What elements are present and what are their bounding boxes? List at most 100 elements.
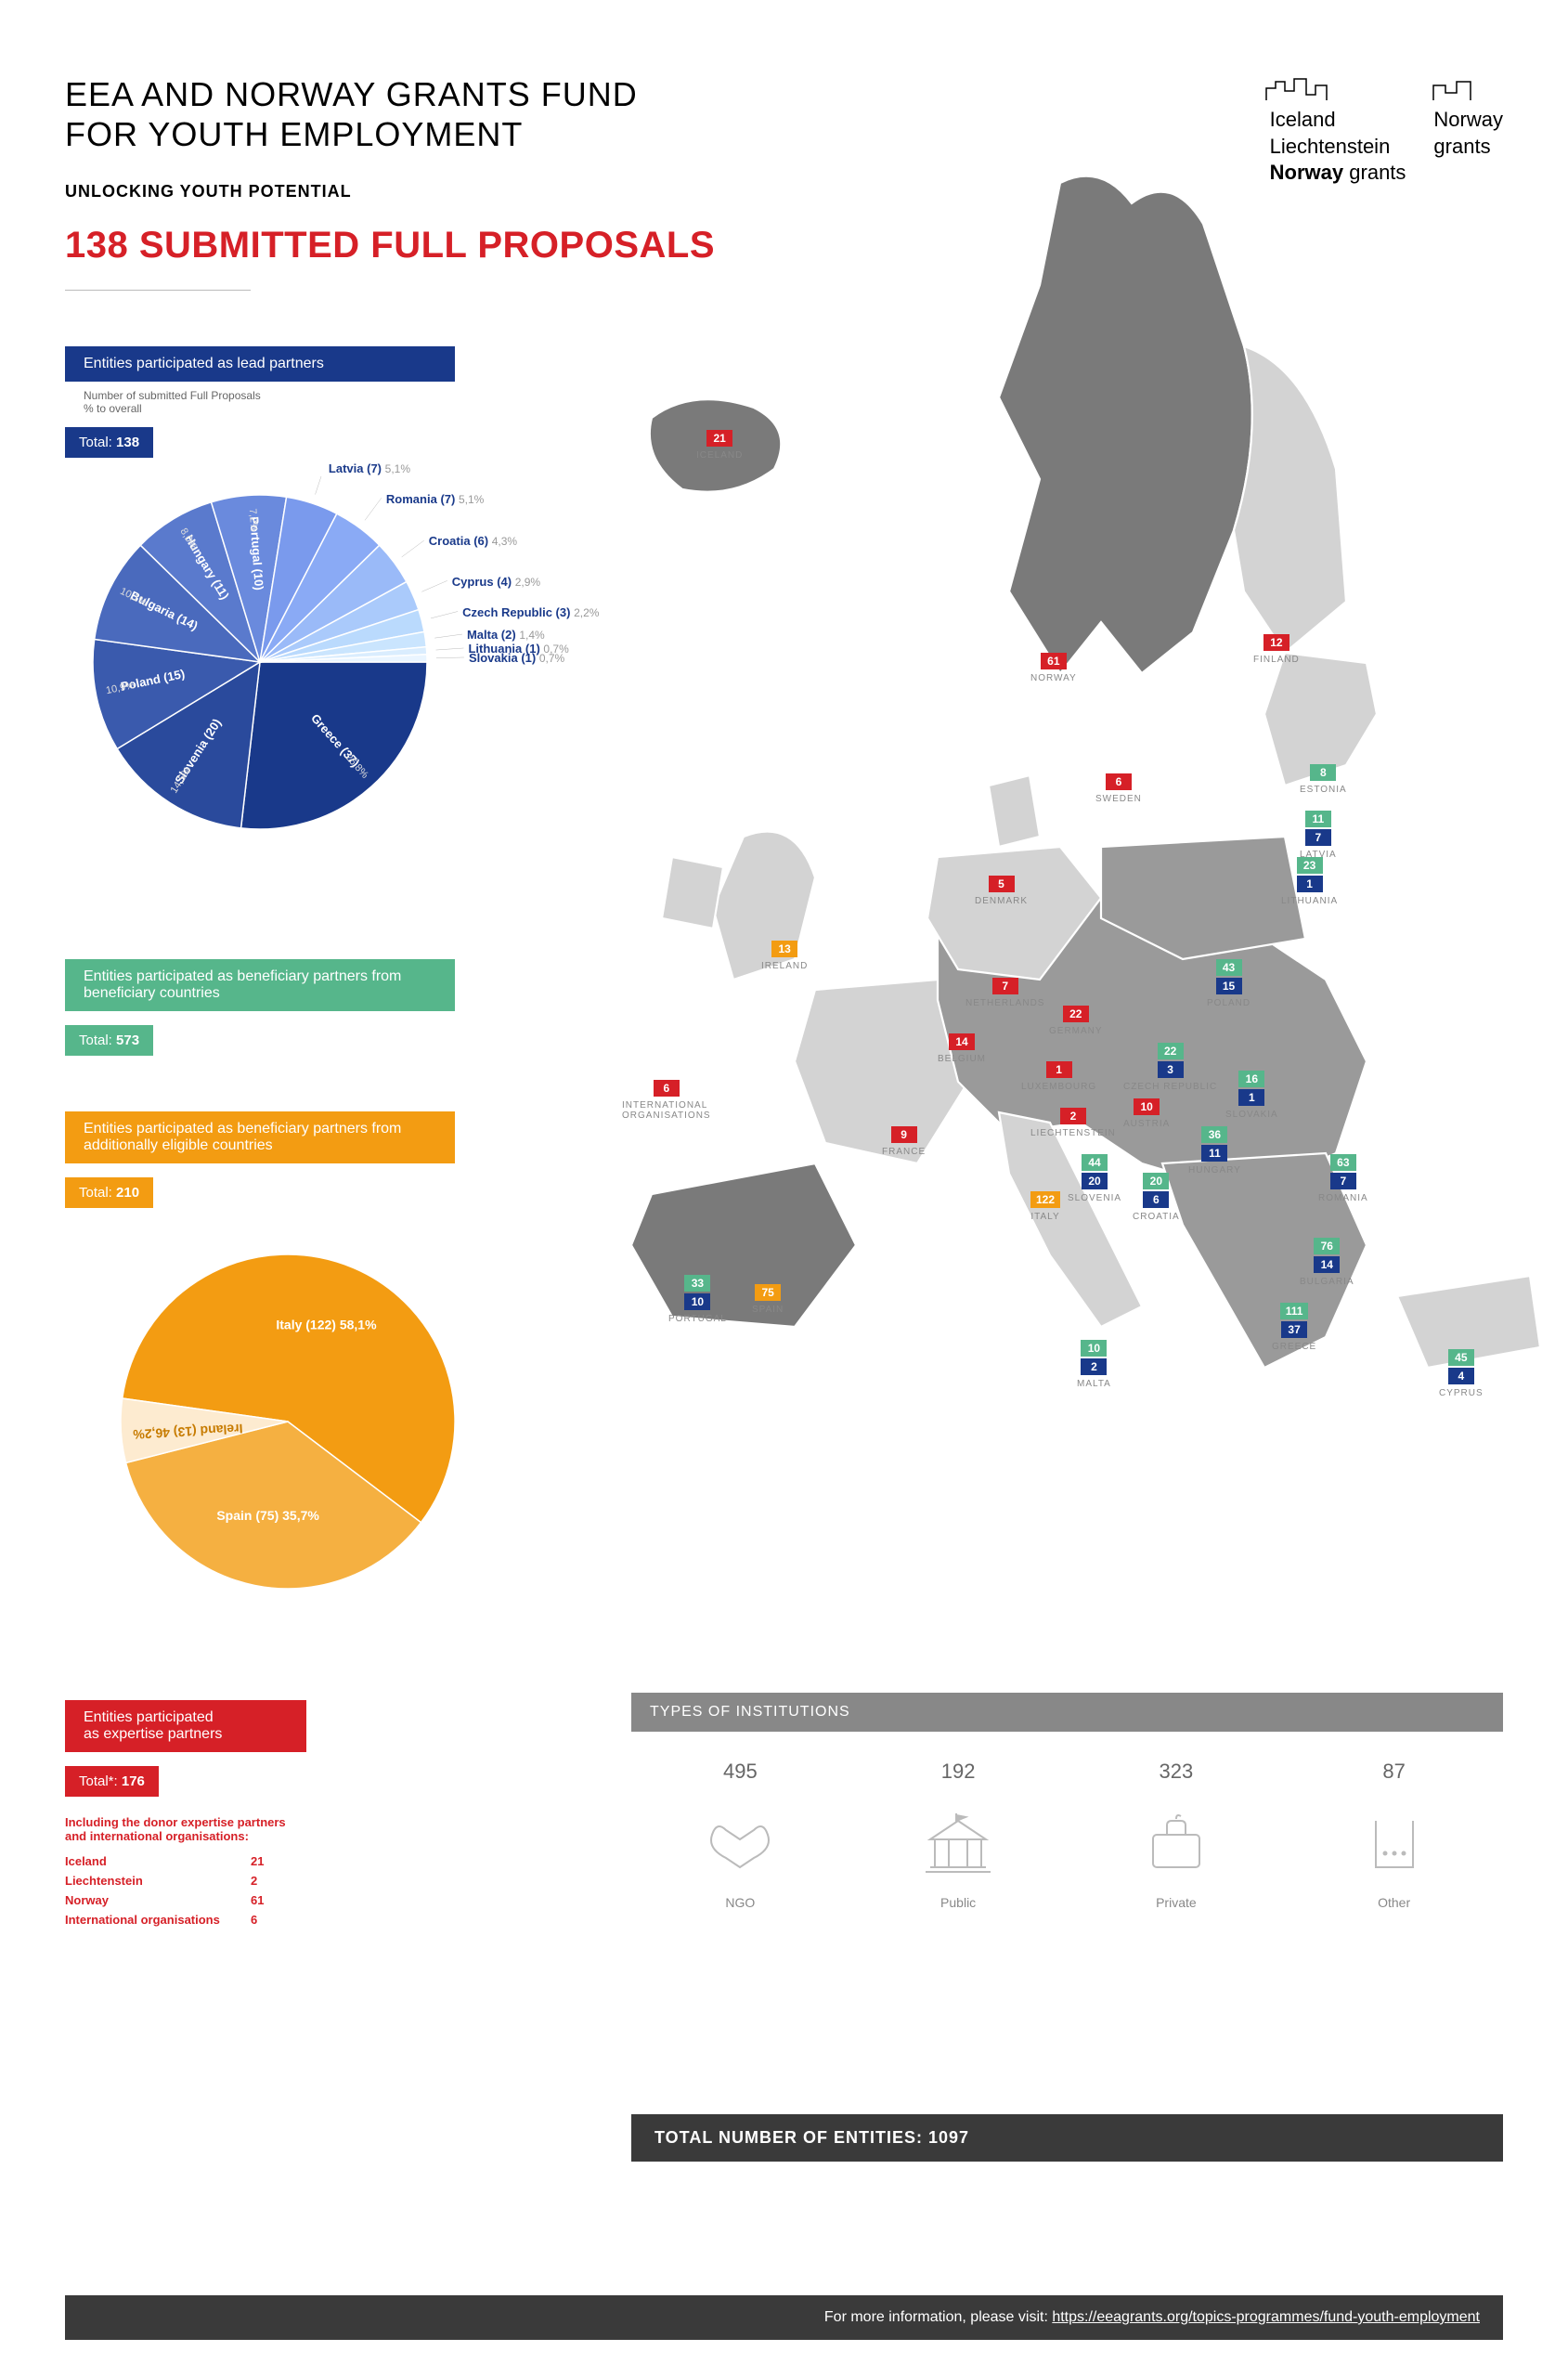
additional-section: Entities participated as beneficiary par… — [65, 1111, 603, 1663]
map-marker-label: CYPRUS — [1439, 1388, 1484, 1398]
map-marker-label: CROATIA — [1133, 1212, 1180, 1222]
map-marker: 10 AUSTRIA — [1123, 1098, 1170, 1129]
svg-text:Spain (75) 35,7%: Spain (75) 35,7% — [216, 1508, 319, 1523]
map-marker-value: 9 — [891, 1126, 917, 1143]
lead-pie-chart: Greece (37)26,8%Slovenia (20)14,5%Poland… — [65, 476, 603, 922]
map-marker: 637ROMANIA — [1318, 1154, 1368, 1203]
map-marker-value: 6 — [1143, 1191, 1169, 1208]
map-marker-label: HUNGARY — [1188, 1165, 1241, 1176]
map-marker: 7NETHERLANDS — [965, 978, 1044, 1008]
institutions-section: TYPES OF INSTITUTIONS 495 NGO 192 Public… — [631, 1693, 1503, 1910]
map-marker: 9 FRANCE — [882, 1126, 926, 1157]
map-marker-label: DENMARK — [975, 896, 1028, 906]
map-marker-value: 10 — [1134, 1098, 1160, 1115]
map-marker-value: 14 — [949, 1033, 975, 1050]
institution-count: 495 — [703, 1760, 777, 1784]
map-marker-label: ESTONIA — [1300, 785, 1347, 795]
map-marker-label: CZECH REPUBLIC — [1123, 1082, 1217, 1092]
total-tag: Total*: 176 — [65, 1766, 159, 1797]
footer: For more information, please visit: http… — [65, 2295, 1503, 2340]
map-marker-value: 7 — [1305, 829, 1331, 846]
map-marker: 45 4 CYPRUS — [1439, 1349, 1484, 1398]
map-marker-label: LIECHTENSTEIN — [1030, 1128, 1116, 1138]
map-marker-label: POLAND — [1207, 998, 1251, 1008]
map-marker-value: 61 — [1041, 653, 1067, 669]
map-marker-value: 45 — [1448, 1349, 1474, 1366]
map-marker-value: 4 — [1448, 1368, 1474, 1384]
map-marker-value: 20 — [1143, 1173, 1169, 1189]
expertise-section: Entities participated as expertise partn… — [65, 1700, 603, 1929]
lead-section: Entities participated as lead partners N… — [65, 346, 603, 922]
institution-icon — [1139, 1807, 1213, 1881]
map-marker-label: SLOVAKIA — [1225, 1110, 1278, 1120]
map-marker-value: 6 — [1106, 773, 1132, 790]
map-marker: 117LATVIA — [1300, 811, 1337, 860]
map-marker-label: IRELAND — [761, 961, 808, 971]
map-marker: 2LIECHTENSTEIN — [1030, 1108, 1116, 1138]
total-tag: Total: 138 — [65, 427, 153, 458]
map-marker-label: FRANCE — [882, 1147, 926, 1157]
map-marker: 4315POLAND — [1207, 959, 1251, 1008]
institution-name: NGO — [703, 1895, 777, 1910]
institution-item: 495 NGO — [703, 1760, 777, 1910]
expertise-sub: Including the donor expertise partners a… — [65, 1815, 603, 1843]
map-svg — [529, 142, 1550, 1572]
institution-icon — [1357, 1807, 1432, 1881]
institution-item: 192 Public — [921, 1760, 995, 1910]
skyline-icon — [1262, 74, 1503, 102]
map-marker-value: 1 — [1238, 1089, 1264, 1106]
institution-name: Private — [1139, 1895, 1213, 1910]
map-marker: 61NORWAY — [1030, 653, 1077, 683]
footer-link[interactable]: https://eeagrants.org/topics-programmes/… — [1052, 2309, 1480, 2325]
map-marker: 3611HUNGARY — [1188, 1126, 1241, 1176]
institution-count: 323 — [1139, 1760, 1213, 1784]
map-marker-value: 10 — [684, 1293, 710, 1310]
expertise-row: Liechtenstein2 — [65, 1872, 603, 1891]
map: 21ICELAND61NORWAY12FINLAND6SWEDEN8ESTONI… — [631, 346, 1503, 1646]
map-marker-value: 43 — [1216, 959, 1242, 976]
map-marker-value: 8 — [1310, 764, 1336, 781]
map-marker: 20 6 CROATIA — [1133, 1173, 1180, 1222]
map-marker-label: AUSTRIA — [1123, 1119, 1170, 1129]
map-marker: 231LITHUANIA — [1281, 857, 1338, 906]
map-marker-value: 5 — [989, 876, 1015, 892]
section-label: Entities participated as expertise partn… — [65, 1700, 306, 1752]
map-marker-value: 10 — [1081, 1340, 1107, 1357]
map-marker-value: 1 — [1046, 1061, 1072, 1078]
map-marker: 3310 PORTUGAL — [668, 1275, 727, 1324]
divider — [65, 290, 251, 291]
map-marker-value: 122 — [1030, 1191, 1060, 1208]
map-marker: 7614BULGARIA — [1300, 1238, 1354, 1287]
institution-icon — [921, 1807, 995, 1881]
map-marker-label: ITALY — [1030, 1212, 1059, 1222]
beneficiary-section: Entities participated as beneficiary par… — [65, 959, 603, 1056]
map-marker: 223CZECH REPUBLIC — [1123, 1043, 1217, 1092]
map-marker-value: 16 — [1238, 1071, 1264, 1087]
institution-count: 87 — [1357, 1760, 1432, 1784]
institution-item: 87 Other — [1357, 1760, 1432, 1910]
map-marker-label: GERMANY — [1049, 1026, 1103, 1036]
map-marker: 102MALTA — [1077, 1340, 1111, 1389]
map-marker-label: LUXEMBOURG — [1021, 1082, 1096, 1092]
map-marker-value: 11 — [1305, 811, 1331, 827]
institution-icon — [703, 1807, 777, 1881]
map-marker-label: GREECE — [1272, 1342, 1316, 1352]
map-marker-label: SWEDEN — [1095, 794, 1142, 804]
logo-text: Norway — [1433, 107, 1503, 134]
map-marker-value: 33 — [684, 1275, 710, 1292]
map-marker-label: NETHERLANDS — [965, 998, 1044, 1008]
map-marker: 5 DENMARK — [975, 876, 1028, 906]
map-marker: 11137GREECE — [1272, 1303, 1316, 1352]
map-marker: 6 SWEDEN — [1095, 773, 1142, 804]
map-marker: 22GERMANY — [1049, 1006, 1103, 1036]
map-marker-value: 13 — [771, 941, 797, 957]
map-marker-value: 111 — [1280, 1303, 1309, 1319]
map-marker-value: 75 — [755, 1284, 781, 1301]
map-marker: 21ICELAND — [696, 430, 743, 461]
map-marker: 4420SLOVENIA — [1068, 1154, 1121, 1203]
map-marker-value: 21 — [706, 430, 732, 447]
institutions-header: TYPES OF INSTITUTIONS — [631, 1693, 1503, 1732]
institution-name: Public — [921, 1895, 995, 1910]
map-marker-label: PORTUGAL — [668, 1314, 727, 1324]
map-marker-label: ROMANIA — [1318, 1193, 1368, 1203]
